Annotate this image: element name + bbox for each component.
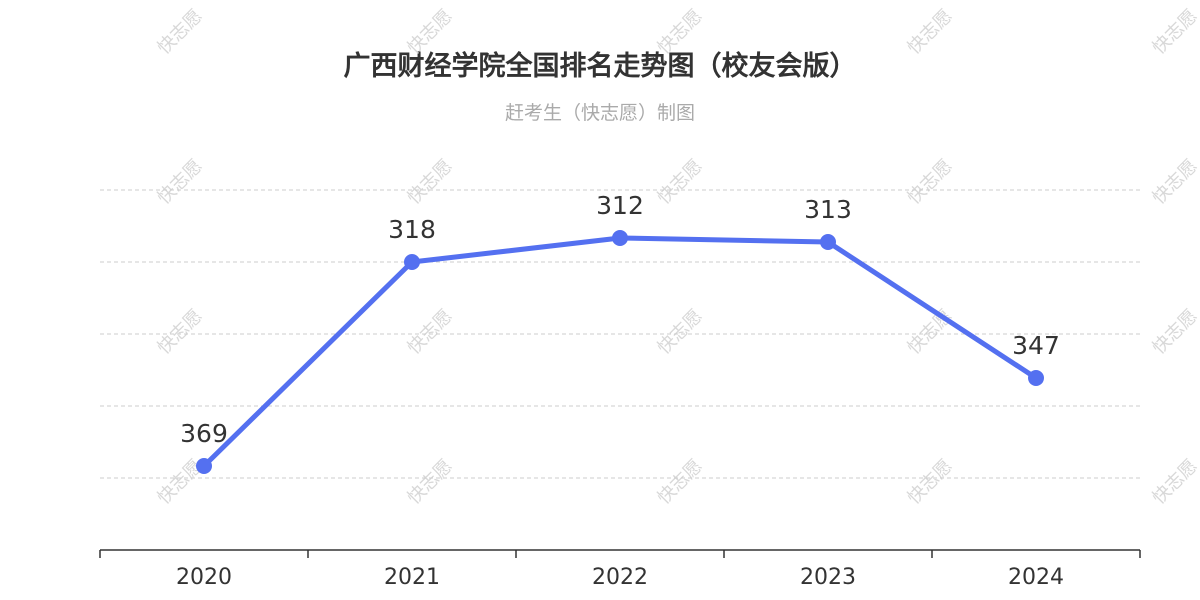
grid-lines — [100, 189, 1140, 479]
data-points — [196, 230, 1044, 474]
data-point — [196, 458, 212, 474]
data-point — [820, 234, 836, 250]
data-labels: 369 318 312 313 347 — [180, 191, 1060, 448]
data-point — [612, 230, 628, 246]
chart-title: 广西财经学院全国排名走势图（校友会版） — [343, 51, 857, 82]
data-label: 313 — [804, 195, 852, 224]
x-tick-label: 2022 — [592, 565, 648, 590]
data-label: 369 — [180, 419, 228, 448]
data-label: 318 — [388, 215, 436, 244]
data-label: 347 — [1012, 331, 1060, 360]
series-line — [201, 235, 1039, 469]
x-tick-label: 2024 — [1008, 565, 1064, 590]
x-axis: 2020 2021 2022 2023 2024 — [99, 549, 1141, 590]
x-tick-label: 2020 — [176, 565, 232, 590]
x-tick-label: 2023 — [800, 565, 856, 590]
data-point — [1028, 370, 1044, 386]
data-point — [404, 254, 420, 270]
x-tick-label: 2021 — [384, 565, 440, 590]
series-polyline — [201, 235, 1039, 469]
data-label: 312 — [596, 191, 644, 220]
chart-subtitle: 赶考生（快志愿）制图 — [504, 102, 695, 124]
